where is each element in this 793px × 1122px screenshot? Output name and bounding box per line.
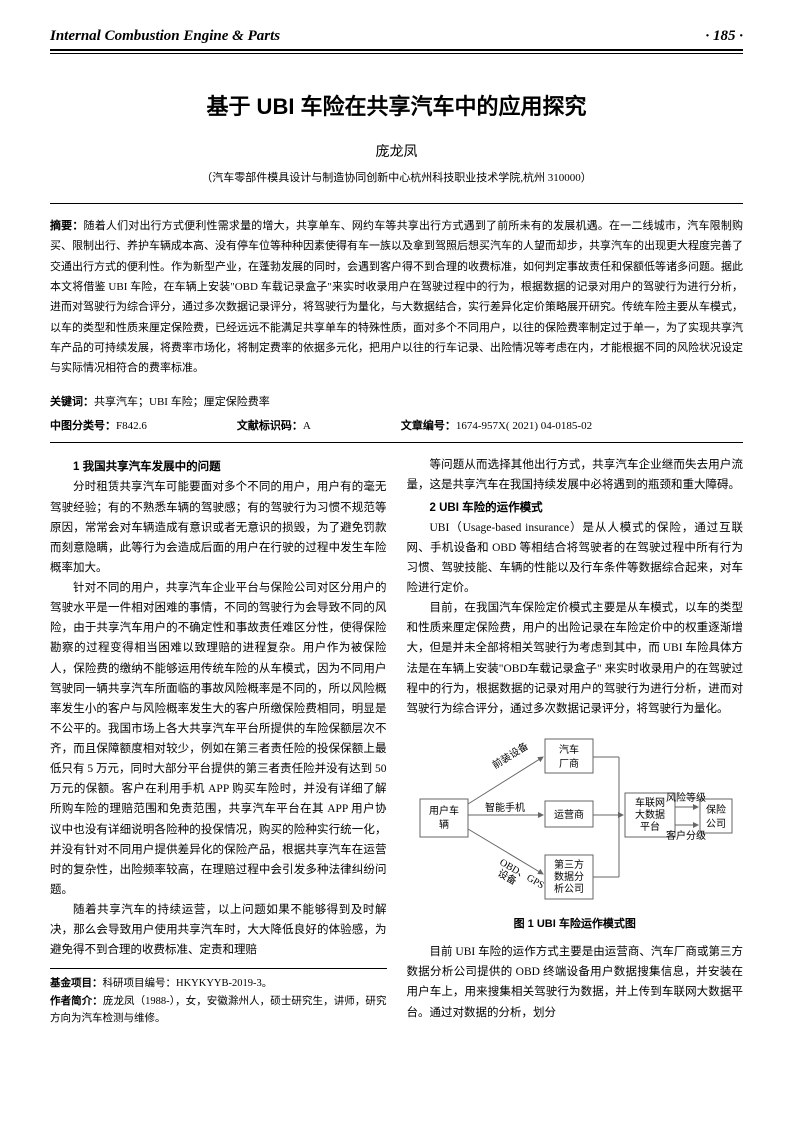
section-1-title: 1 我国共享汽车发展中的问题 <box>50 457 387 477</box>
node-user-vehicle-l1: 用户车 <box>429 804 459 817</box>
author-affiliation: （汽车零部件模具设计与制造协同创新中心杭州科技职业技术学院,杭州 310000） <box>0 169 793 185</box>
keywords-text: 共享汽车；UBI 车险；厘定保险费率 <box>94 396 270 408</box>
node-insurer-l1: 保险 <box>706 803 726 816</box>
abstract: 摘要：随着人们对出行方式便利性需求量的增大，共享单车、网约车等共享出行方式遇到了… <box>50 216 743 379</box>
figure-1-diagram: 用户车 辆 汽车 厂商 运营商 第三方 数据分 析公司 车联网 大数据 平台 <box>407 729 744 909</box>
divider-bottom <box>50 442 743 443</box>
node-user-vehicle-l2: 辆 <box>439 818 449 831</box>
section-2-title: 2 UBI 车险的运作模式 <box>407 498 744 518</box>
author-name: 庞龙凤 <box>0 141 793 161</box>
divider-top <box>50 203 743 204</box>
edge-risk-level: 风险等级 <box>666 791 706 804</box>
left-para-1: 分时租赁共享汽车可能要面对多个不同的用户，用户有的毫无驾驶经验；有的不熟悉车辆的… <box>50 477 387 578</box>
node-iov-l3: 平台 <box>640 820 660 833</box>
author-bio-label: 作者简介： <box>50 995 103 1007</box>
edge-preinstall: 前装设备 <box>489 739 530 771</box>
left-column: 1 我国共享汽车发展中的问题 分时租赁共享汽车可能要面对多个不同的用户，用户有的… <box>50 455 387 1028</box>
node-insurer-l2: 公司 <box>706 819 726 830</box>
abstract-label: 摘要： <box>50 220 84 232</box>
footnote-separator <box>50 968 387 969</box>
classification-row: 中图分类号：F842.6 文献标识码：A 文章编号：1674-957X( 202… <box>50 417 743 437</box>
article-id-label: 文章编号： <box>401 420 456 432</box>
keywords-label: 关键词： <box>50 396 94 408</box>
doc-code-value: A <box>303 420 311 432</box>
page-number: · 185 · <box>706 28 744 45</box>
node-thirdparty-l2: 数据分 <box>554 870 584 883</box>
node-automaker-l1: 汽车 <box>559 743 579 756</box>
node-iov-l2: 大数据 <box>635 808 665 821</box>
footnote-fund: 基金项目：科研项目编号：HKYKYYB-2019-3。 <box>50 975 387 993</box>
figure-1-caption: 图 1 UBI 车险运作模式图 <box>407 915 744 934</box>
right-column: 等问题从而选择其他出行方式，共享汽车企业继而失去用户流量，这是共享汽车在我国持续… <box>407 455 744 1028</box>
abstract-text: 随着人们对出行方式便利性需求量的增大，共享单车、网约车等共享出行方式遇到了前所未… <box>50 220 743 374</box>
edge-smartphone: 智能手机 <box>485 801 525 814</box>
edge-customer-grade: 客户分级 <box>666 829 706 842</box>
fund-label: 基金项目： <box>50 977 103 989</box>
footnote-author-bio: 作者简介：庞龙凤（1988-），女，安徽滁州人，硕士研究生，讲师，研究方向为汽车… <box>50 993 387 1028</box>
doc-code-label: 文献标识码： <box>237 420 303 432</box>
node-operator: 运营商 <box>554 808 584 821</box>
right-para-4: 目前 UBI 车险的运作方式主要是由运营商、汽车厂商或第三方数据分析公司提供的 … <box>407 942 744 1023</box>
node-thirdparty-l3: 析公司 <box>554 882 584 895</box>
left-para-2: 针对不同的用户，共享汽车企业平台与保险公司对区分用户的驾驶水平是一件相对困难的事… <box>50 578 387 900</box>
header-rule-thick <box>50 49 743 51</box>
clc-label: 中图分类号： <box>50 420 116 432</box>
fund-text: 科研项目编号：HKYKYYB-2019-3。 <box>103 978 273 989</box>
paper-title: 基于 UBI 车险在共享汽车中的应用探究 <box>0 89 793 121</box>
clc-value: F842.6 <box>116 420 147 432</box>
header-rule-thin <box>50 53 743 54</box>
right-para-3: 目前，在我国汽车保险定价模式主要是从车模式，以车的类型和性质来厘定保险费，用户的… <box>407 598 744 719</box>
right-para-2: UBI（Usage-based insurance）是从人模式的保险，通过互联网… <box>407 518 744 599</box>
node-automaker-l2: 厂商 <box>559 757 579 770</box>
journal-name: Internal Combustion Engine & Parts <box>50 28 280 45</box>
left-para-3: 随着共享汽车的持续运营，以上问题如果不能够得到及时解决，那么会导致用户使用共享汽… <box>50 900 387 960</box>
keywords-row: 关键词：共享汽车；UBI 车险；厘定保险费率 <box>50 393 743 413</box>
node-thirdparty-l1: 第三方 <box>554 858 584 871</box>
node-iov-l1: 车联网 <box>635 796 665 809</box>
right-para-1: 等问题从而选择其他出行方式，共享汽车企业继而失去用户流量，这是共享汽车在我国持续… <box>407 455 744 495</box>
article-id-value: 1674-957X( 2021) 04-0185-02 <box>456 420 592 432</box>
